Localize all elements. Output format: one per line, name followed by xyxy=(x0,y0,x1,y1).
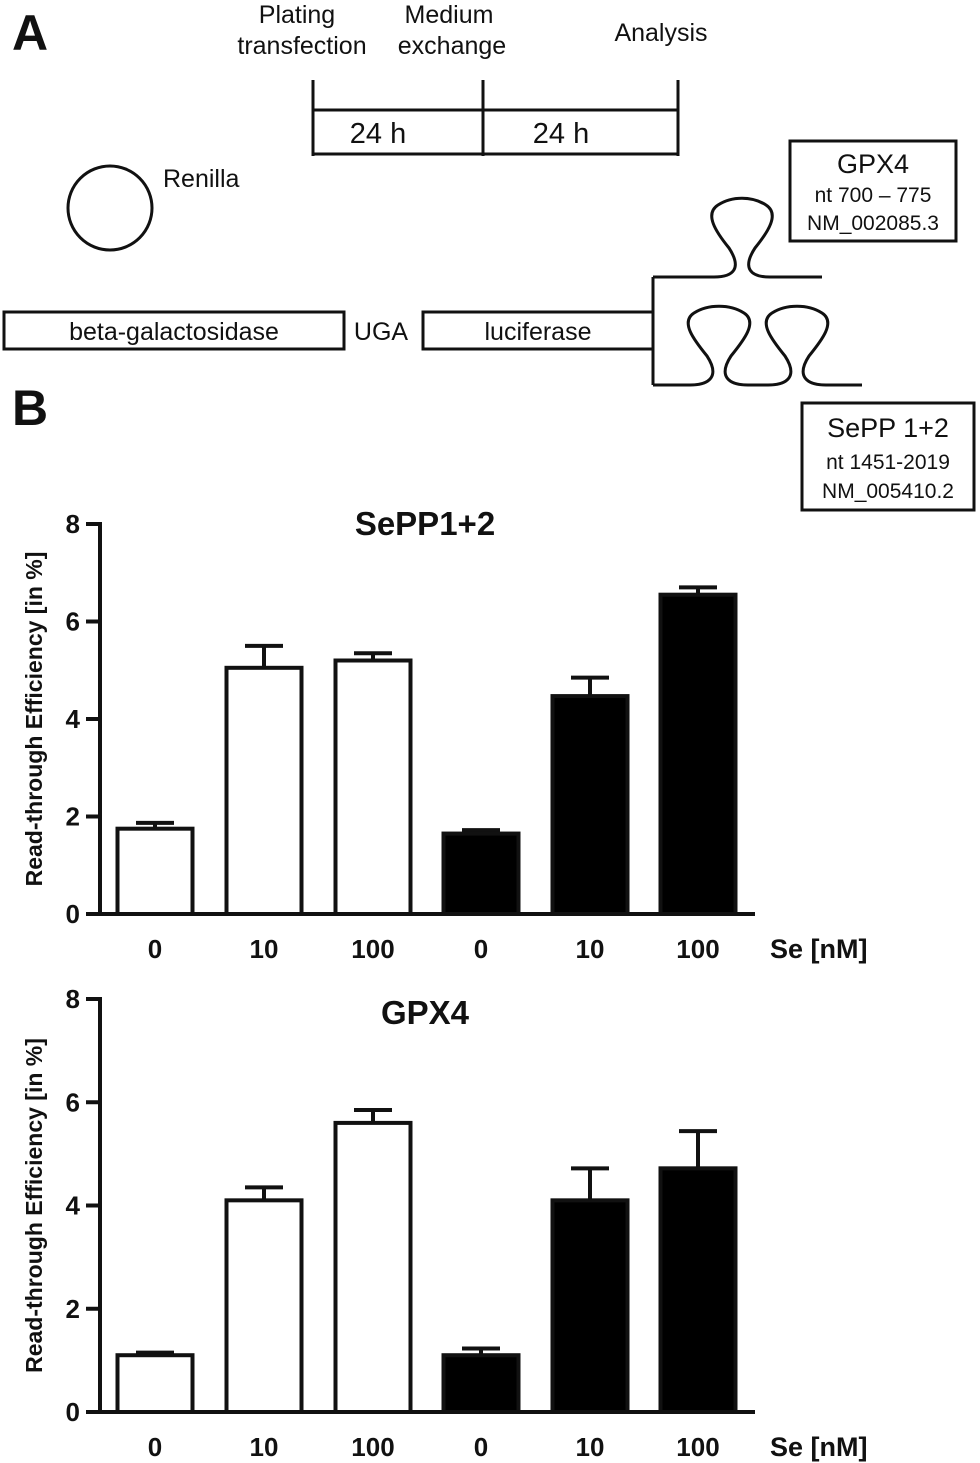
sepp-info-box xyxy=(800,401,976,512)
x-axis-label: Se [nM] xyxy=(770,1432,868,1462)
bar-open xyxy=(224,1198,304,1415)
y-tick-label: 0 xyxy=(66,899,80,929)
bar-filled xyxy=(441,1353,521,1415)
utr-stem-loops xyxy=(651,196,862,387)
gpx4-info-nt: nt 700 – 775 xyxy=(815,184,932,207)
y-tick-label: 2 xyxy=(66,802,80,832)
x-tick-label: 100 xyxy=(351,934,394,964)
chart-gpx4: GPX4 Read-through Efficiency [in %] 0 2 4 6 8 0… xyxy=(21,984,868,1462)
renilla-label: Renilla xyxy=(163,165,240,193)
panel-b-letter: B xyxy=(12,380,48,436)
y-tick-label: 6 xyxy=(66,607,80,637)
bar-open xyxy=(333,1120,413,1415)
chart-title: GPX4 xyxy=(381,994,470,1031)
bar-filled xyxy=(658,1166,738,1414)
bar-filled xyxy=(658,592,738,916)
panel-a-letter: A xyxy=(12,5,48,61)
luciferase-label: luciferase xyxy=(485,318,592,346)
x-tick-label: 10 xyxy=(576,934,605,964)
bar-open xyxy=(115,1353,195,1415)
x-tick-label: 0 xyxy=(474,1432,488,1462)
timeline-step1-line1: Plating xyxy=(259,1,335,29)
gpx4-info-title: GPX4 xyxy=(837,149,909,179)
y-tick-label: 4 xyxy=(66,1191,81,1221)
bar-filled xyxy=(441,831,521,916)
x-tick-label: 0 xyxy=(474,934,488,964)
timeline-step1-line2: transfection xyxy=(237,32,366,60)
timeline-step2-line1: Medium xyxy=(405,1,494,29)
bar-open xyxy=(333,658,413,916)
y-tick-label: 4 xyxy=(66,704,81,734)
timeline-bracket xyxy=(311,80,680,156)
y-axis-label: Read-through Efficiency [in %] xyxy=(21,1038,47,1373)
beta-gal-box xyxy=(2,310,346,351)
bar-filled xyxy=(550,694,630,917)
x-tick-label: 0 xyxy=(148,934,162,964)
y-tick-label: 6 xyxy=(66,1087,80,1117)
y-tick-label: 2 xyxy=(66,1294,80,1324)
x-tick-label: 100 xyxy=(676,1432,719,1462)
y-tick-label: 0 xyxy=(66,1397,80,1427)
beta-gal-label: beta-galactosidase xyxy=(69,318,279,346)
chart-sepp: SePP1+2 Read-through Efficiency [in %] 0 2 4… xyxy=(21,505,868,964)
x-tick-label: 10 xyxy=(576,1432,605,1462)
gpx4-info-box xyxy=(788,139,958,243)
timeline-interval2: 24 h xyxy=(533,118,589,150)
x-tick-label: 10 xyxy=(250,934,279,964)
chart-title: SePP1+2 xyxy=(355,505,495,542)
timeline-step2-line2: exchange xyxy=(398,32,506,60)
y-tick-label: 8 xyxy=(66,509,80,539)
x-tick-label: 100 xyxy=(676,934,719,964)
uga-codon-label: UGA xyxy=(354,318,409,346)
x-tick-label: 100 xyxy=(351,1432,394,1462)
timeline-interval1: 24 h xyxy=(350,118,406,150)
renilla-plasmid-circle xyxy=(66,164,154,252)
y-tick-label: 8 xyxy=(66,984,80,1014)
gpx4-info-accession: NM_002085.3 xyxy=(807,212,939,235)
x-tick-label: 0 xyxy=(148,1432,162,1462)
sepp-info-nt: nt 1451-2019 xyxy=(826,451,950,474)
x-tick-label: 10 xyxy=(250,1432,279,1462)
sepp-info-title: SePP 1+2 xyxy=(827,413,949,443)
x-axis-label: Se [nM] xyxy=(770,934,868,964)
y-axis-label: Read-through Efficiency [in %] xyxy=(21,552,47,887)
bar-open xyxy=(224,665,304,916)
bar-open xyxy=(115,826,195,916)
bar-filled xyxy=(550,1198,630,1415)
timeline-step3: Analysis xyxy=(614,19,707,47)
sepp-info-accession: NM_005410.2 xyxy=(822,480,954,503)
